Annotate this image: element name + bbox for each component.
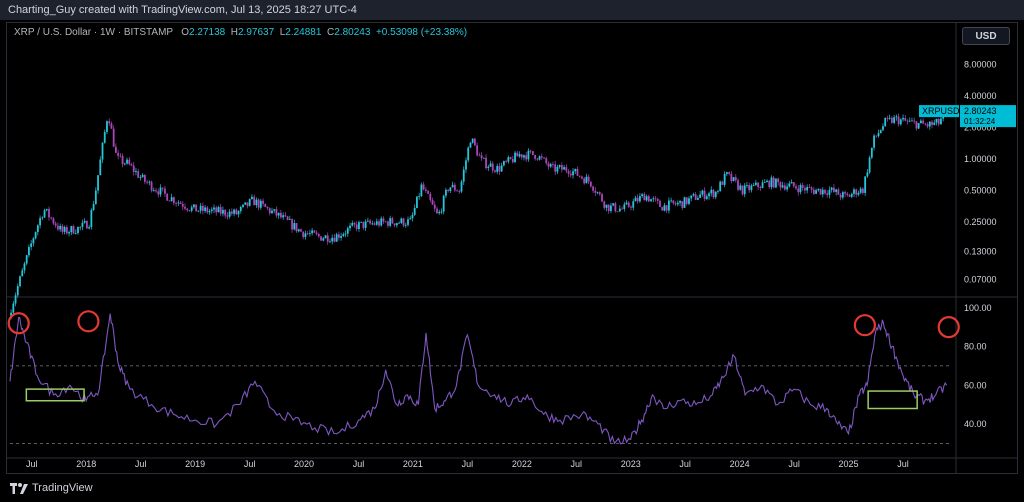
high-value: 2.97637 [238,27,275,38]
close-label: C [327,27,335,38]
close-value: 2.80243 [334,27,371,38]
symbol-header: XRP / U.S. Dollar · 1W · BITSTAMP O2.271… [14,27,467,38]
currency-button[interactable]: USD [962,27,1010,45]
high-label: H [230,27,238,38]
low-label: L [279,27,286,38]
low-value: 2.24881 [285,27,322,38]
tradingview-brand: TradingView [32,482,93,494]
title-bar: Charting_Guy created with TradingView.co… [0,0,1024,20]
footer-bar [0,474,1024,502]
tradingview-logo[interactable]: TradingView [10,482,93,494]
title-text: Charting_Guy created with TradingView.co… [8,4,357,16]
open-value: 2.27138 [189,27,226,38]
symbol-name: XRP / U.S. Dollar · 1W · BITSTAMP [14,27,173,38]
change-value: +0.53098 (+23.38%) [375,27,468,38]
chart-frame[interactable] [6,22,1018,474]
open-label: O [181,27,190,38]
tradingview-icon [10,482,28,494]
